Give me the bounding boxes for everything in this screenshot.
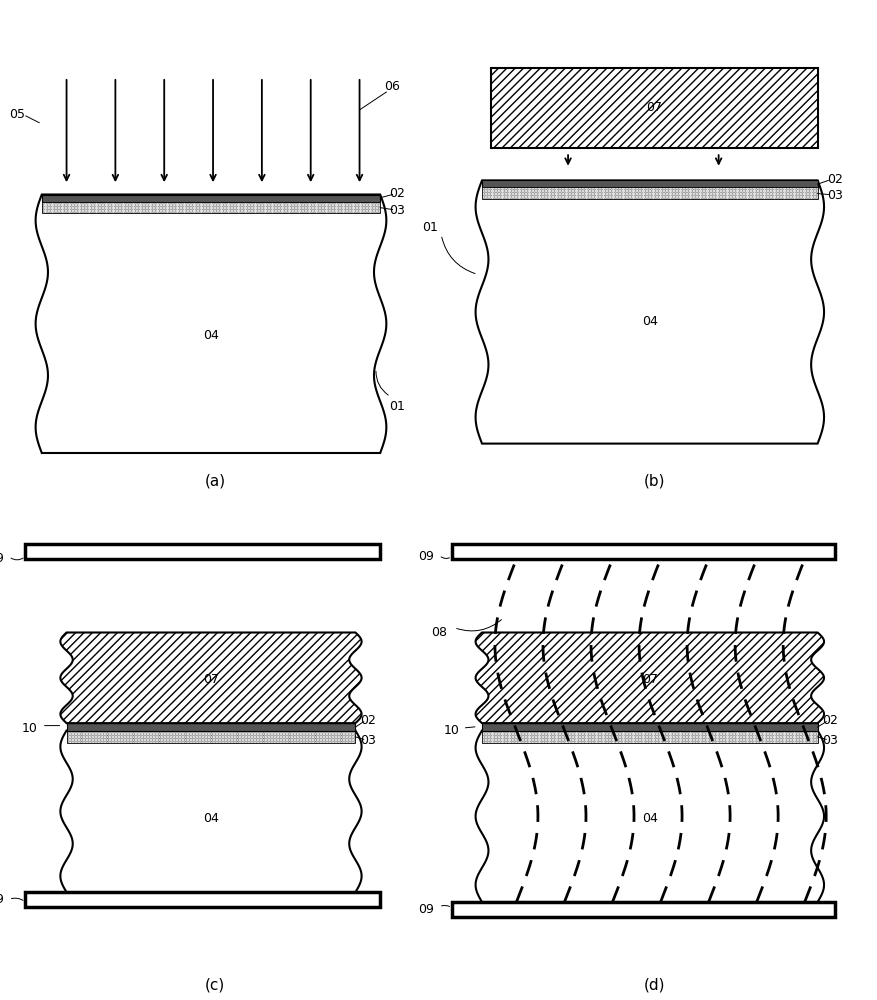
Polygon shape	[67, 730, 355, 743]
Text: 10: 10	[21, 722, 38, 735]
Text: (a): (a)	[204, 474, 225, 489]
Text: 04: 04	[641, 812, 657, 825]
Text: 03: 03	[826, 189, 842, 202]
Polygon shape	[67, 723, 355, 730]
Polygon shape	[481, 723, 816, 730]
Polygon shape	[475, 633, 824, 723]
Text: 04: 04	[203, 329, 218, 342]
Polygon shape	[61, 633, 361, 723]
Text: 02: 02	[360, 714, 375, 727]
Text: 03: 03	[360, 734, 375, 747]
Text: 07: 07	[203, 673, 218, 686]
Text: 07: 07	[645, 101, 661, 114]
Polygon shape	[475, 730, 824, 902]
Text: 05: 05	[9, 108, 25, 121]
Text: 03: 03	[822, 734, 838, 747]
Polygon shape	[452, 544, 834, 559]
Polygon shape	[475, 180, 824, 444]
Text: 01: 01	[389, 399, 404, 412]
Text: 04: 04	[203, 812, 218, 825]
Polygon shape	[25, 892, 380, 907]
Text: 09: 09	[0, 893, 4, 906]
Text: (b): (b)	[643, 474, 664, 489]
Polygon shape	[25, 544, 380, 559]
Polygon shape	[42, 202, 380, 213]
Text: 02: 02	[389, 187, 404, 200]
Text: 02: 02	[826, 173, 842, 186]
Text: 09: 09	[417, 903, 433, 916]
Polygon shape	[490, 68, 816, 147]
Text: 02: 02	[822, 714, 838, 727]
Text: (c): (c)	[204, 978, 225, 993]
Text: 04: 04	[641, 315, 657, 328]
Polygon shape	[36, 194, 386, 453]
Polygon shape	[61, 730, 361, 892]
Polygon shape	[481, 180, 816, 187]
Text: 08: 08	[431, 626, 446, 639]
Polygon shape	[42, 194, 380, 202]
Text: 01: 01	[422, 221, 438, 234]
Polygon shape	[481, 187, 816, 199]
Text: (d): (d)	[643, 978, 664, 993]
Text: 06: 06	[384, 80, 400, 93]
Polygon shape	[452, 902, 834, 917]
Text: 09: 09	[417, 550, 433, 563]
Text: 10: 10	[444, 724, 460, 737]
Text: 03: 03	[389, 204, 404, 217]
Text: 09: 09	[0, 552, 4, 566]
Text: 07: 07	[641, 673, 657, 686]
Polygon shape	[481, 730, 816, 743]
